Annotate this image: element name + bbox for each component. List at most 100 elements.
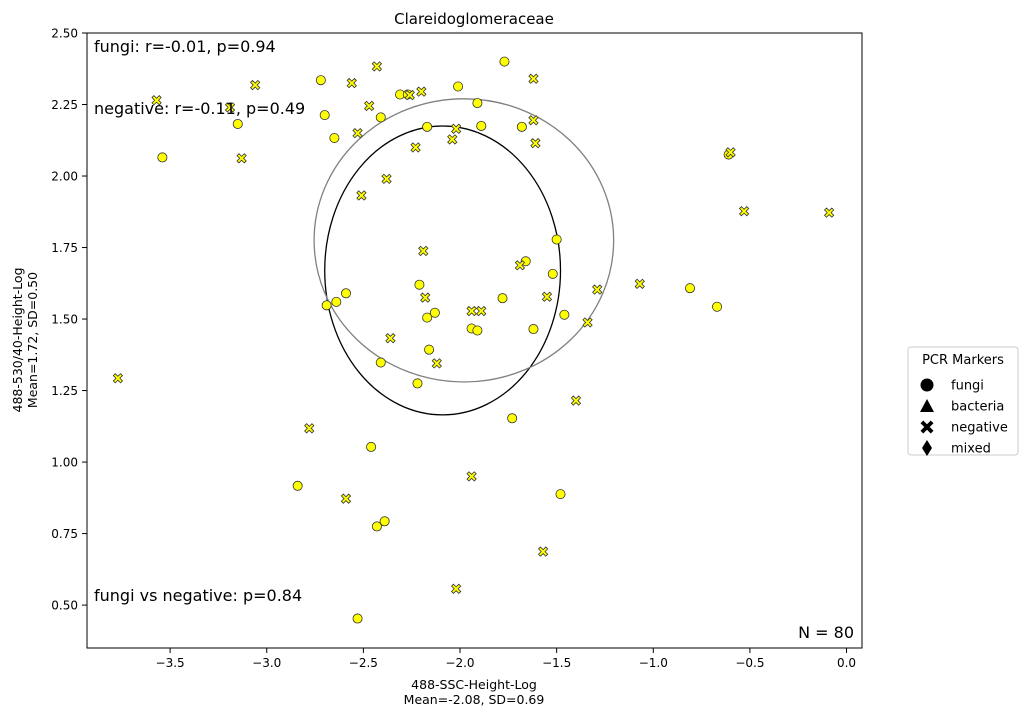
fungi-point (414, 279, 425, 290)
fungi-point (507, 413, 518, 424)
negative-point (738, 206, 750, 217)
negative-point (725, 147, 736, 158)
legend-fungi-marker-icon (920, 378, 934, 392)
data-points (112, 56, 835, 624)
legend-negative-marker-icon (920, 420, 934, 434)
negative-point (356, 190, 367, 201)
y-tick-label: 2.25 (51, 98, 78, 112)
fungi-stat-annotation: fungi: r=-0.01, p=0.94 (94, 37, 276, 56)
fungi-ellipse (324, 125, 562, 416)
y-tick-label: 1.50 (51, 313, 78, 327)
negative-point (431, 358, 442, 369)
fungi-point (497, 293, 508, 304)
x-axis-ticks: −3.5 −3.0 −2.5 −2.0 −1.5 −1.0 −0.5 0.0 (156, 648, 856, 670)
legend-fungi-label: fungi (951, 379, 984, 394)
y-tick-label: 2.50 (51, 27, 78, 41)
negative-point (592, 284, 603, 295)
negative-point (466, 471, 477, 482)
legend-negative-label: negative (951, 421, 1008, 436)
negative-point (410, 142, 421, 153)
fungi-point (319, 110, 330, 121)
negative-point (381, 173, 392, 185)
negative-point (371, 61, 383, 72)
negative-point (530, 137, 541, 149)
x-tick-label: −1.0 (639, 656, 668, 670)
x-tick-label: −2.0 (445, 656, 474, 670)
legend-mixed-label: mixed (951, 442, 991, 457)
x-tick-label: −2.5 (349, 656, 378, 670)
fungi-point (424, 344, 435, 355)
negative-point (823, 207, 835, 218)
negative-point (418, 245, 429, 257)
plot-frame (86, 32, 863, 649)
negative-point (151, 95, 162, 106)
negative-point (570, 395, 582, 406)
y-axis-ticks: 0.50 0.75 1.00 1.25 1.50 1.75 2.00 2.25 2.50 (51, 27, 87, 613)
y-axis-sublabel: Mean=1.72, SD=0.50 (25, 272, 40, 408)
fungi-point (331, 296, 342, 307)
negative-point (528, 73, 539, 84)
negative-point (447, 134, 458, 145)
fungi-point (476, 120, 487, 131)
fungi-point (292, 480, 303, 491)
negative-point (476, 305, 487, 317)
legend-mixed-marker-icon (922, 440, 932, 456)
fungi-point (379, 516, 390, 527)
negative-point (450, 583, 462, 594)
negative-stat-annotation: negative: r=-0.11, p=0.49 (94, 99, 305, 118)
y-tick-label: 0.75 (51, 527, 78, 541)
y-tick-label: 1.25 (51, 384, 78, 398)
fungi-point (422, 121, 433, 132)
confidence-ellipses (313, 98, 615, 416)
fungi-point (329, 132, 340, 143)
fungi-point (499, 56, 510, 67)
negative-point (352, 127, 363, 139)
negative-point (466, 305, 477, 317)
x-axis-label: 488-SSC-Height-Log (411, 677, 537, 692)
fungi-point (547, 268, 558, 279)
negative-point (514, 260, 526, 271)
fungi-point (453, 81, 464, 92)
fungi-point (321, 300, 332, 311)
negative-point (537, 546, 549, 557)
negative-point (420, 292, 431, 303)
fungi-point (472, 325, 483, 336)
fungi-point (516, 121, 527, 132)
y-tick-label: 1.00 (51, 456, 78, 470)
negative-point (416, 86, 427, 97)
fungi-point (375, 112, 386, 123)
fungi-point (429, 307, 440, 318)
fungi-point (232, 118, 243, 129)
fungi-point (315, 75, 326, 86)
n-count-annotation: N = 80 (798, 623, 854, 642)
y-tick-label: 2.00 (51, 170, 78, 184)
fungi-point (422, 312, 433, 323)
fungi-point (340, 288, 351, 299)
x-tick-label: −3.0 (252, 656, 281, 670)
legend-items: fungi bacteria negative mixed (920, 378, 1008, 457)
negative-point (112, 373, 124, 384)
negative-point (634, 278, 645, 290)
x-tick-label: −1.5 (542, 656, 571, 670)
legend-bacteria-label: bacteria (951, 400, 1004, 415)
fungi-point (712, 301, 723, 312)
negative-point (528, 115, 539, 126)
legend-bacteria-marker-icon (920, 399, 934, 412)
negative-point (340, 493, 352, 504)
x-axis-sublabel: Mean=-2.08, SD=0.69 (404, 692, 545, 707)
fungi-point (551, 234, 562, 245)
fungi-point (371, 521, 382, 532)
negative-point (224, 102, 236, 113)
negative-point (346, 77, 357, 89)
fungi-point (375, 357, 386, 368)
negative-point (304, 423, 315, 434)
x-tick-label: 0.0 (837, 656, 856, 670)
legend: PCR Markers fungi bacteria negative mixed (907, 346, 1019, 457)
negative-point (450, 123, 462, 134)
negative-point (541, 291, 553, 302)
fungi-point (157, 152, 168, 163)
y-tick-label: 1.75 (51, 241, 78, 255)
fungi-point (472, 98, 483, 109)
fungi-point (352, 613, 363, 624)
